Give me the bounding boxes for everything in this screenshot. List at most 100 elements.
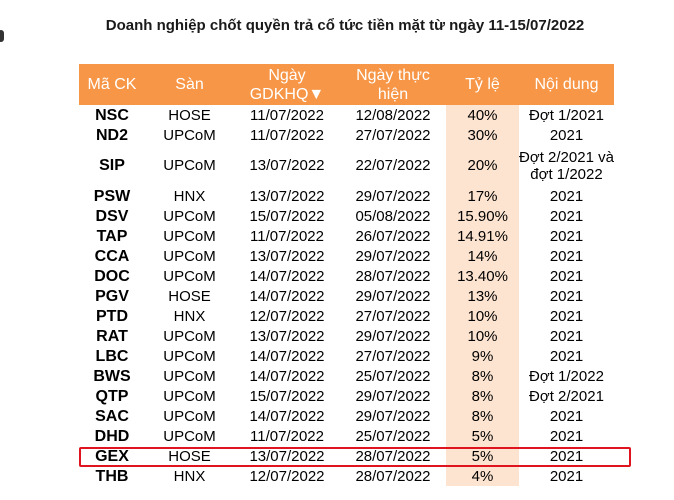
cell-ex-date: 12/07/2022 (249, 467, 325, 485)
header-pay-date: Ngày thực hiện (340, 64, 446, 105)
table-row: DSV UPCoM 15/07/2022 05/08/2022 15.90% 2021 (79, 206, 614, 226)
cell-content: Đợt 1/2021 (529, 106, 604, 124)
cell-exchange: UPCoM (163, 367, 216, 385)
cell-rate: 5% (446, 426, 519, 446)
dividend-table: Mã CK Sàn Ngày GDKHQ▼ Ngày thực hiện Tỷ … (79, 64, 614, 486)
cell-exchange: HNX (173, 467, 206, 485)
cell-ex-date: 14/07/2022 (249, 407, 325, 425)
table-row: TAP UPCoM 11/07/2022 26/07/2022 14.91% 2021 (79, 226, 614, 246)
cell-pay-date: 29/07/2022 (355, 407, 431, 425)
cell-ex-date: 13/07/2022 (249, 327, 325, 345)
cell-ex-date: 13/07/2022 (249, 247, 325, 265)
cell-rate: 8% (446, 366, 519, 386)
cell-pay-date: 27/07/2022 (355, 126, 431, 144)
cell-pay-date: 29/07/2022 (355, 387, 431, 405)
cell-content: 2021 (549, 307, 584, 325)
table-row: PTD HNX 12/07/2022 27/07/2022 10% 2021 (79, 306, 614, 326)
cell-code: THB (95, 467, 129, 485)
header-ex-date[interactable]: Ngày GDKHQ▼ (234, 64, 340, 105)
cell-rate: 13.40% (446, 266, 519, 286)
cell-code: SIP (99, 157, 125, 174)
table-row: GEX HOSE 13/07/2022 28/07/2022 5% 2021 (79, 446, 614, 466)
cell-content: 2021 (549, 447, 584, 465)
cell-code: NSC (95, 106, 129, 124)
cell-pay-date: 26/07/2022 (355, 227, 431, 245)
cell-content: Đợt 2/2021 (529, 387, 604, 405)
page-title: Doanh nghiệp chốt quyền trả cổ tức tiền … (105, 17, 585, 34)
cell-pay-date: 29/07/2022 (355, 327, 431, 345)
header-rate: Tỷ lệ (446, 64, 519, 105)
table-row: NSC HOSE 11/07/2022 12/08/2022 40% Đợt 1/2021 (79, 105, 614, 125)
header-exchange: Sàn (145, 64, 234, 105)
cell-rate: 4% (446, 466, 519, 486)
cell-rate: 10% (446, 326, 519, 346)
cell-ex-date: 14/07/2022 (249, 267, 325, 285)
cell-code: TAP (96, 227, 128, 245)
table-row: LBC UPCoM 14/07/2022 27/07/2022 9% 2021 (79, 346, 614, 366)
cell-content: 2021 (549, 247, 584, 265)
cell-ex-date: 14/07/2022 (249, 347, 325, 365)
cell-code: DHD (94, 427, 130, 445)
cell-exchange: UPCoM (163, 207, 216, 225)
cell-rate: 15.90% (446, 206, 519, 226)
cell-pay-date: 12/08/2022 (355, 106, 431, 124)
cell-ex-date: 15/07/2022 (249, 207, 325, 225)
cell-pay-date: 27/07/2022 (355, 347, 431, 365)
cell-rate: 10% (446, 306, 519, 326)
cell-exchange: UPCoM (163, 347, 216, 365)
cell-pay-date: 28/07/2022 (355, 267, 431, 285)
table-row: RAT UPCoM 13/07/2022 29/07/2022 10% 2021 (79, 326, 614, 346)
cell-exchange: HNX (173, 187, 206, 205)
cell-pay-date: 29/07/2022 (355, 247, 431, 265)
cell-exchange: HOSE (168, 287, 211, 305)
cell-pay-date: 29/07/2022 (355, 187, 431, 205)
cell-exchange: UPCoM (163, 407, 216, 425)
cell-rate: 14.91% (446, 226, 519, 246)
cell-exchange: UPCoM (163, 387, 216, 405)
cell-rate: 20% (446, 145, 519, 186)
cell-pay-date: 25/07/2022 (355, 367, 431, 385)
cell-content: 2021 (549, 187, 584, 205)
cell-ex-date: 11/07/2022 (250, 126, 324, 144)
cell-rate: 8% (446, 406, 519, 426)
table-row: DHD UPCoM 11/07/2022 25/07/2022 5% 2021 (79, 426, 614, 446)
cell-code: DSV (95, 207, 129, 225)
cell-code: LBC (95, 347, 129, 365)
cell-exchange: UPCoM (163, 247, 216, 265)
cell-content: 2021 (549, 287, 584, 305)
cell-ex-date: 13/07/2022 (249, 447, 325, 465)
cell-pay-date: 25/07/2022 (355, 427, 431, 445)
cell-code: ND2 (95, 126, 128, 144)
cell-content: Đợt 1/2022 (529, 367, 604, 385)
table-row: PGV HOSE 14/07/2022 29/07/2022 13% 2021 (79, 286, 614, 306)
cell-rate: 13% (446, 286, 519, 306)
cell-ex-date: 11/07/2022 (250, 227, 324, 245)
cell-content: 2021 (549, 126, 584, 144)
cell-content: 2021 (549, 207, 584, 225)
table-row: SIP UPCoM 13/07/2022 22/07/2022 20% Đợt 2/202… (79, 145, 614, 186)
cell-exchange: UPCoM (163, 427, 216, 445)
cell-ex-date: 11/07/2022 (250, 106, 324, 124)
cell-content: 2021 (549, 267, 584, 285)
cell-rate: 9% (446, 346, 519, 366)
cell-exchange: UPCoM (163, 327, 216, 345)
cell-code: PSW (93, 187, 131, 205)
cell-exchange: HOSE (168, 447, 211, 465)
cell-rate: 17% (446, 186, 519, 206)
cell-code: BWS (93, 367, 131, 385)
table-row: QTP UPCoM 15/07/2022 29/07/2022 8% Đợt 2/2021 (79, 386, 614, 406)
cell-rate: 8% (446, 386, 519, 406)
cell-code: DOC (94, 267, 130, 285)
cell-pay-date: 29/07/2022 (355, 287, 431, 305)
cell-content: 2021 (549, 327, 584, 345)
table-row: SAC UPCoM 14/07/2022 29/07/2022 8% 2021 (79, 406, 614, 426)
cell-pay-date: 27/07/2022 (355, 307, 431, 325)
cell-code: SAC (95, 407, 129, 425)
table-header-row: Mã CK Sàn Ngày GDKHQ▼ Ngày thực hiện Tỷ … (79, 64, 614, 105)
cell-rate: 14% (446, 246, 519, 266)
cell-exchange: UPCoM (163, 267, 216, 285)
table-row: THB HNX 12/07/2022 28/07/2022 4% 2021 (79, 466, 614, 486)
table-row: BWS UPCoM 14/07/2022 25/07/2022 8% Đợt 1/2022 (79, 366, 614, 386)
table-row: ND2 UPCoM 11/07/2022 27/07/2022 30% 2021 (79, 125, 614, 145)
cell-code: CCA (94, 247, 130, 265)
